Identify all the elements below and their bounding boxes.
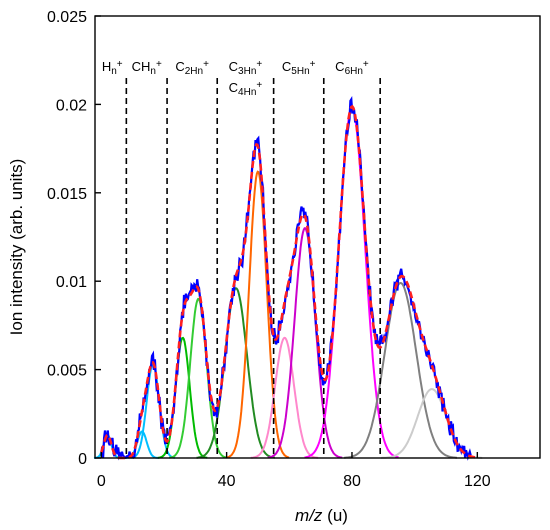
y-tick-label: 0.025 xyxy=(47,9,87,26)
region-label: Hn+ xyxy=(102,59,123,77)
fit-curve xyxy=(100,104,478,460)
axes: 0 40 80 120 0 0.005 0.01 0.015 0.02 0.025 xyxy=(47,9,541,490)
y-tick-label: 0.005 xyxy=(47,363,87,380)
x-tick-label: 80 xyxy=(343,473,361,490)
region-label: C5Hn+ xyxy=(282,59,316,77)
component-curve xyxy=(267,227,343,459)
x-tick-label: 40 xyxy=(218,473,236,490)
region-label: C4Hn+ xyxy=(229,80,263,98)
y-tick-label: 0.02 xyxy=(56,97,87,114)
y-tick-label: 0.015 xyxy=(47,186,87,203)
y-tick-label: 0 xyxy=(78,451,87,468)
plot-frame xyxy=(94,15,541,459)
fit-line xyxy=(100,104,478,460)
x-axis-title-variable: m/z xyxy=(295,506,323,525)
region-label: C3Hn+ xyxy=(229,59,263,77)
component-curve xyxy=(304,107,399,459)
component-curve xyxy=(381,388,483,459)
x-tick-label: 0 xyxy=(97,473,106,490)
region-label: C2Hn+ xyxy=(175,59,209,77)
region-label: C6Hn+ xyxy=(335,59,369,77)
measured-line xyxy=(100,96,472,461)
region-labels: Hn+ CHn+ C2Hn+ C3Hn+ C4Hn+ C5Hn+ C6Hn+ xyxy=(102,59,369,98)
x-axis-title-unit: (u) xyxy=(322,506,348,525)
component-curve xyxy=(250,336,319,459)
component-curve xyxy=(226,170,290,459)
y-tick-label: 0.01 xyxy=(56,274,87,291)
region-dividers xyxy=(125,78,381,458)
component-curve xyxy=(344,281,457,459)
component-curve xyxy=(157,336,208,459)
measured-spectrum xyxy=(100,96,472,461)
component-curve xyxy=(196,287,276,459)
component-curves xyxy=(93,107,483,459)
x-axis-title: m/z (u) xyxy=(295,506,348,525)
x-tick-label: 120 xyxy=(464,473,491,490)
y-axis-title: Ion intensity (arb. units) xyxy=(7,159,26,336)
region-label: CHn+ xyxy=(132,59,162,77)
component-curve xyxy=(168,297,228,459)
